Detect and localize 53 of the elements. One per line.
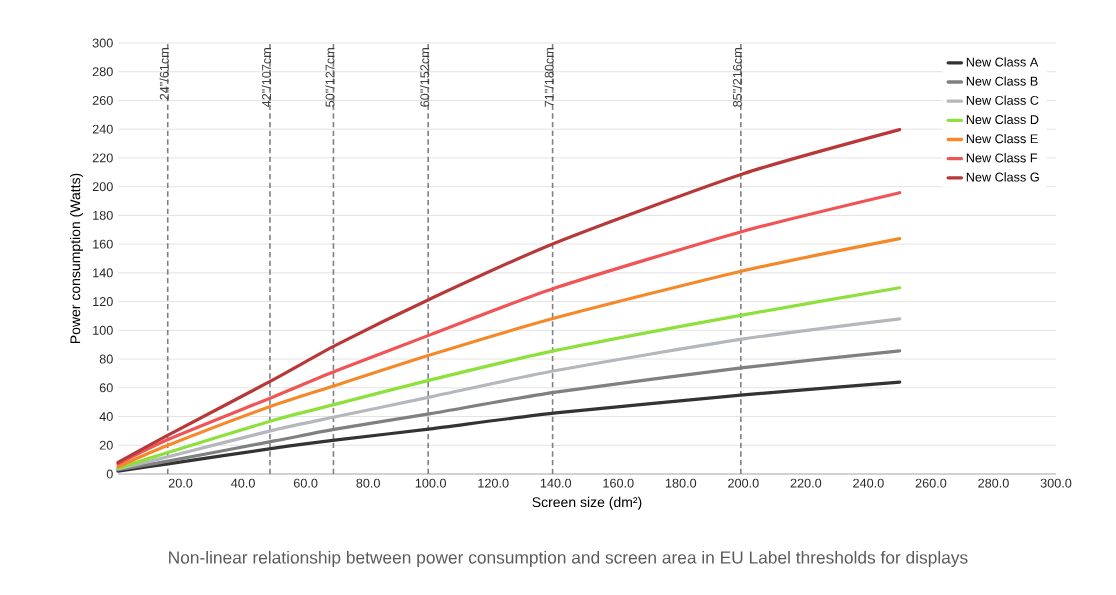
y-tick-label: 300 [92,38,113,48]
y-tick-label: 100 [93,325,113,335]
y-tick-label: 40 [99,412,113,422]
y-axis-title: Power consumption (Watts) [69,173,84,344]
x-tick-label: 220.0 [790,478,822,488]
x-tick-label: 100.0 [415,478,447,488]
y-tick-label: 160 [93,239,113,249]
x-tick-label: 180.0 [665,478,697,488]
ref-line-label: 42"/107cm [261,48,272,108]
ref-line-label: 85"/216cm [732,48,742,107]
line-series [116,237,902,469]
y-tick-label: 200 [92,182,113,192]
x-tick-label: 240.0 [853,478,884,488]
ref-line-label: 24"/61cm [159,48,169,100]
line-series [116,380,902,473]
line-series [116,191,902,466]
x-tick-label: 120.0 [478,478,509,488]
x-tick-label: 160.0 [603,478,634,488]
line-series [116,128,902,465]
ref-line-label: 60"/152cm [419,48,430,107]
x-tick-label: 280.0 [978,478,1009,488]
x-tick-label: 20.0 [168,478,193,488]
x-tick-label: 200.0 [728,478,759,488]
y-tick-label: 60 [99,383,113,393]
x-tick-label: 300.0 [1040,478,1072,488]
x-tick-label: 140.0 [540,478,572,488]
x-tick-label: 80.0 [356,478,380,488]
ref-line-label: 50"/127cm [325,48,335,107]
y-tick-label: 0 [106,469,113,479]
x-tick-label: 260.0 [915,478,947,488]
y-tick-label: 120 [93,297,113,307]
x-tick-label: 60.0 [293,478,318,488]
legend-label: New Class G [966,172,1039,182]
legend-label: New Class E [966,133,1038,144]
x-tick-label: 40.0 [231,478,255,488]
y-tick-label: 260 [92,95,113,105]
legend-label: New Class C [966,95,1039,105]
y-tick-label: 20 [99,440,113,450]
line-series [116,317,902,471]
x-axis-title: Screen size (dm²) [532,496,642,510]
line-series [116,286,902,470]
y-tick-label: 80 [99,354,113,364]
legend-label: New Class B [966,76,1038,86]
legend-label: New Class A [966,57,1039,67]
text: Non-linear relationship between power consumption and screen area in EU Label thresholds for displays [169,550,968,568]
ref-line-label: 71"/180cm [544,48,554,107]
y-tick-label: 280 [92,67,113,77]
y-tick-label: 180 [93,210,113,220]
y-tick-label: 140 [93,268,113,278]
y-tick-label: 240 [92,124,113,134]
y-tick-label: 220 [92,153,113,163]
legend-label: New Class D [966,114,1039,125]
legend-label: New Class F [966,153,1038,163]
